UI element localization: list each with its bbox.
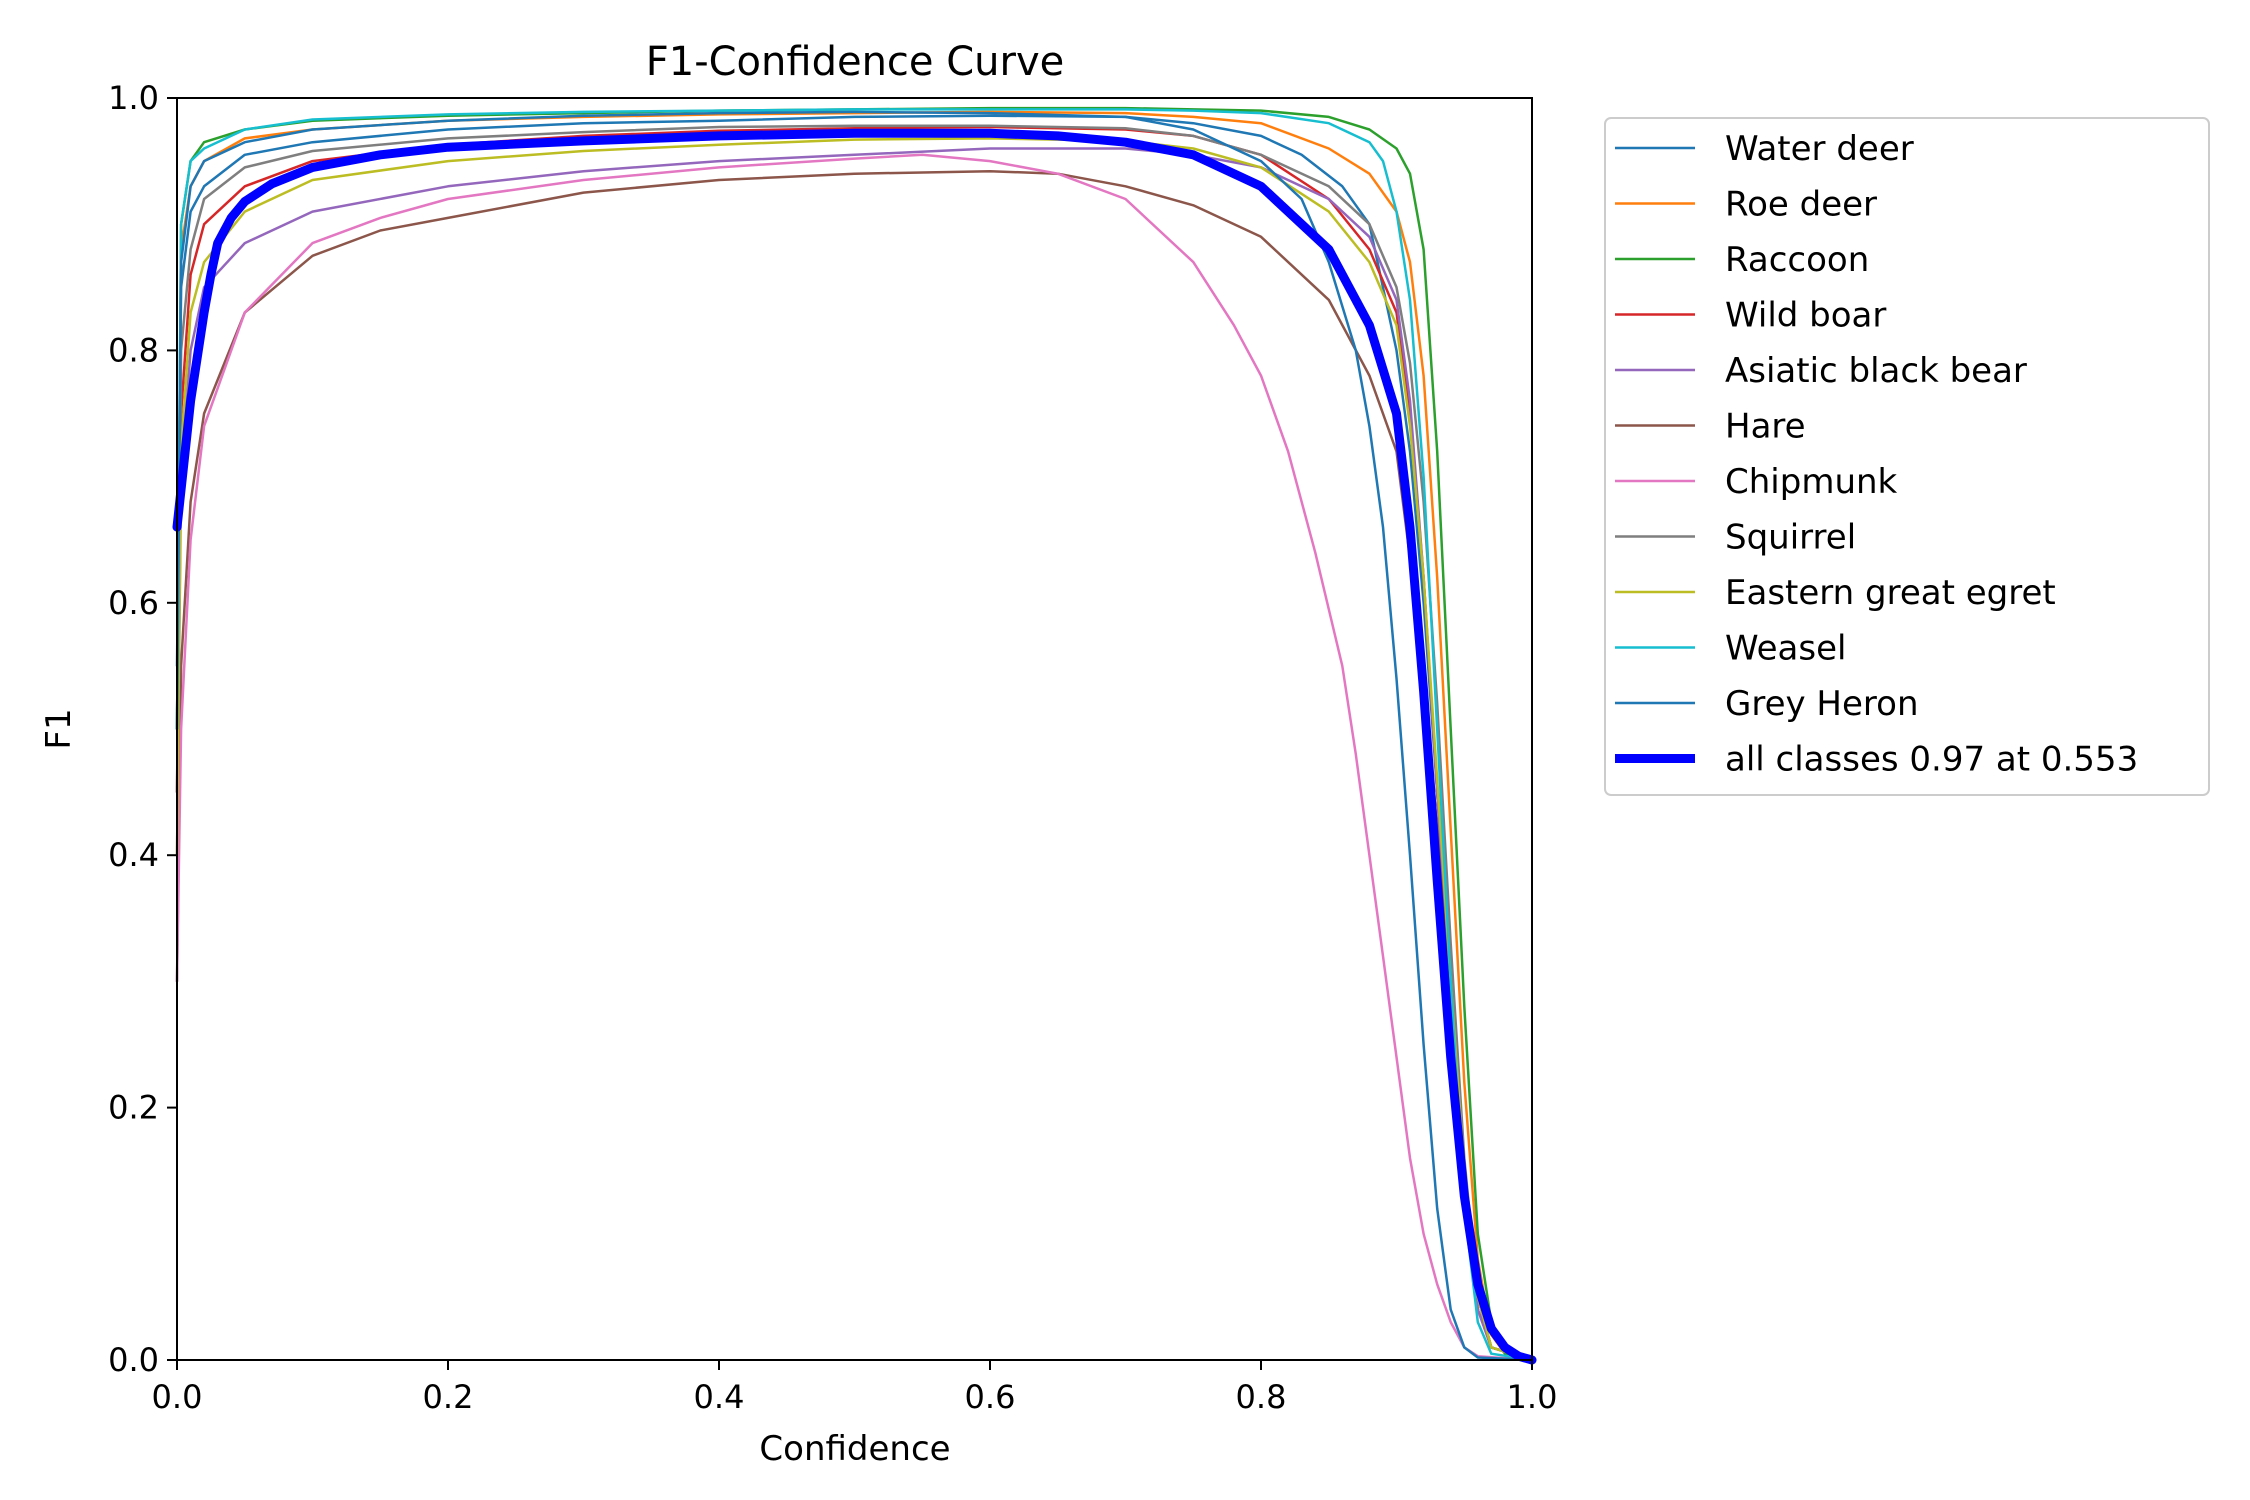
y-tick-label: 0.8 — [108, 331, 159, 369]
legend-item: Eastern great egret — [1615, 573, 2056, 613]
series-line-all-classes-0-97-at-0-553 — [172, 128, 1537, 1365]
legend-label: Squirrel — [1725, 518, 1856, 558]
legend-items: Water deer Roe deer Raccoon Wild boar Asiati… — [1615, 129, 2138, 780]
x-tick-label: 0.6 — [965, 1378, 1016, 1416]
legend-label: Weasel — [1725, 629, 1846, 669]
legend-label: Water deer — [1725, 129, 1914, 169]
x-axis-label: Confidence — [759, 1429, 950, 1469]
legend-label: Eastern great egret — [1725, 573, 2056, 613]
legend-item: Chipmunk — [1615, 462, 1898, 502]
legend-item: Water deer — [1615, 129, 1914, 169]
legend-item: Weasel — [1615, 629, 1846, 669]
plot-frame — [176, 97, 1533, 1361]
legend-label: Hare — [1725, 407, 1806, 447]
x-tick-label: 0.4 — [694, 1378, 745, 1416]
x-tick-label: 0.8 — [1236, 1378, 1287, 1416]
y-axis-ticks: 0.0 0.2 0.4 0.6 0.8 1.0 — [108, 79, 177, 1379]
series-layer — [172, 106, 1537, 1365]
legend-item: Hare — [1615, 407, 1806, 447]
x-tick-label: 0.2 — [423, 1378, 474, 1416]
legend-item: Asiatic black bear — [1615, 351, 2027, 391]
legend-label: Grey Heron — [1725, 684, 1919, 724]
legend-item: Roe deer — [1615, 185, 1877, 225]
series-line-weasel — [175, 108, 1534, 1362]
legend-item: all classes 0.97 at 0.553 — [1615, 740, 2138, 780]
series-line-grey-heron — [175, 110, 1534, 1362]
series-line-roe-deer — [175, 110, 1534, 1362]
plot-area — [172, 97, 1537, 1365]
legend-label: Chipmunk — [1725, 462, 1898, 502]
plot-background — [177, 98, 1532, 1360]
x-tick-label: 0.0 — [152, 1378, 203, 1416]
y-tick-label: 1.0 — [108, 79, 159, 117]
y-tick-label: 0.4 — [108, 836, 159, 874]
y-tick-label: 0.0 — [108, 1341, 159, 1379]
legend-item: Raccoon — [1615, 240, 1869, 280]
legend-label: Raccoon — [1725, 240, 1869, 280]
x-axis-ticks: 0.0 0.2 0.4 0.6 0.8 1.0 — [152, 1360, 1558, 1416]
y-tick-label: 0.2 — [108, 1089, 159, 1127]
series-line-squirrel — [175, 124, 1534, 1362]
legend-label: all classes 0.97 at 0.553 — [1725, 740, 2138, 780]
legend: Water deer Roe deer Raccoon Wild boar Asiati… — [1604, 117, 2210, 796]
x-tick-label: 1.0 — [1507, 1378, 1558, 1416]
legend-item: Grey Heron — [1615, 684, 1919, 724]
y-tick-label: 0.6 — [108, 584, 159, 622]
legend-item: Wild boar — [1615, 296, 1886, 336]
legend-frame — [1604, 117, 2210, 796]
chart-title: F1-Confidence Curve — [646, 39, 1065, 85]
legend-label: Wild boar — [1725, 296, 1886, 336]
series-line-chipmunk — [175, 153, 1534, 1362]
legend-label: Roe deer — [1725, 185, 1877, 225]
y-axis-label: F1 — [39, 708, 79, 749]
legend-label: Asiatic black bear — [1725, 351, 2027, 391]
legend-item: Squirrel — [1615, 518, 1856, 558]
